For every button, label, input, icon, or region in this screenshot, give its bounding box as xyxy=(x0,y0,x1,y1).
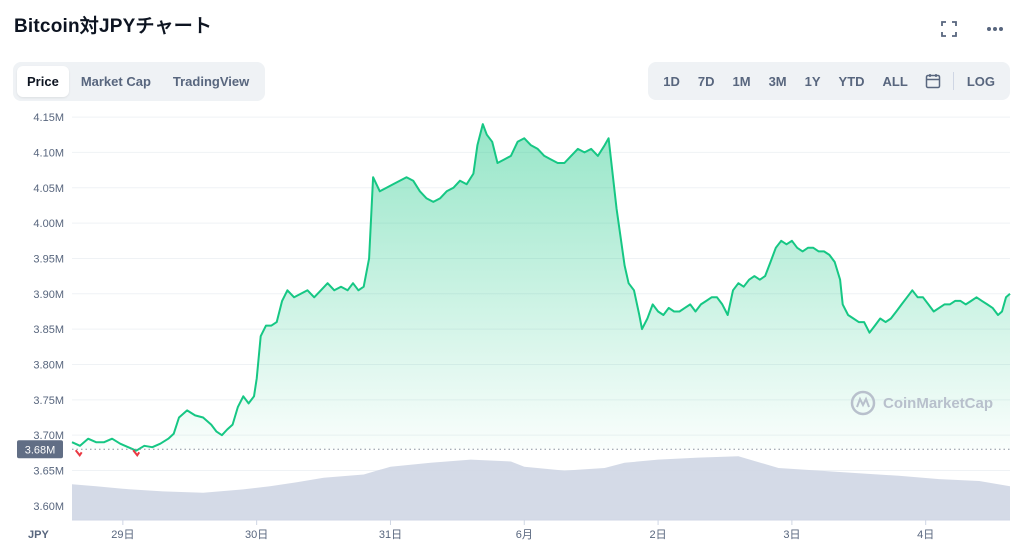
x-tick-label: 31日 xyxy=(379,529,402,541)
y-tick-label: 3.65M xyxy=(33,466,64,478)
tab-market-cap[interactable]: Market Cap xyxy=(80,74,151,89)
range-3m[interactable]: 3M xyxy=(768,73,787,89)
range-1m[interactable]: 1M xyxy=(732,73,751,89)
x-tick-label: 4日 xyxy=(917,529,934,541)
x-axis: 29日 30日 31日 6月 2日 3日 4日 xyxy=(72,519,1010,541)
tab-tradingview[interactable]: TradingView xyxy=(172,74,250,89)
more-icon[interactable] xyxy=(984,18,1006,40)
y-tick-label: 3.70M xyxy=(33,430,64,442)
range-1y[interactable]: 1Y xyxy=(804,73,821,89)
range-1d[interactable]: 1D xyxy=(663,73,680,89)
down-mark xyxy=(132,449,141,458)
chart-type-tabs: Price Market Cap TradingView xyxy=(13,62,266,101)
price-area-layer xyxy=(71,123,1011,452)
page-title: Bitcoin対JPYチャート xyxy=(14,16,213,37)
y-tick-label: 3.85M xyxy=(33,324,64,336)
x-tick-label: 30日 xyxy=(245,529,268,541)
range-selector: 1D 7D 1M 3M 1Y YTD ALL LOG xyxy=(648,62,1010,100)
down-marks xyxy=(74,449,141,458)
y-tick-label: 4.15M xyxy=(33,112,64,124)
volume-area xyxy=(72,456,1010,520)
price-line xyxy=(71,123,1011,452)
y-tick-label: 3.75M xyxy=(33,395,64,407)
y-axis: 4.15M 4.10M 4.05M 4.00M 3.95M 3.90M 3.85M 3.80M… xyxy=(33,112,64,513)
tab-price[interactable]: Price xyxy=(17,66,69,97)
range-all[interactable]: ALL xyxy=(882,73,908,89)
price-area xyxy=(72,124,1010,451)
y-tick-label: 4.00M xyxy=(33,218,64,230)
coinmarketcap-logo-mark xyxy=(856,396,870,408)
range-7d[interactable]: 7D xyxy=(697,73,715,89)
y-tick-label: 4.05M xyxy=(33,183,64,195)
range-divider xyxy=(952,72,954,90)
y-tick-label: 3.60M xyxy=(33,501,64,513)
fullscreen-icon[interactable] xyxy=(938,18,960,40)
y-tick-label: 3.90M xyxy=(33,289,64,301)
x-tick-label: 3日 xyxy=(783,529,800,541)
x-tick-label: 6月 xyxy=(516,529,533,541)
reference-price-badge: 3.68M xyxy=(17,440,63,459)
price-chart[interactable]: 4.15M 4.10M 4.05M 4.00M 3.95M 3.90M 3.85M 3.80M… xyxy=(0,110,1024,543)
coinmarketcap-logo-icon xyxy=(850,390,876,416)
calendar-icon[interactable] xyxy=(917,73,949,89)
watermark: CoinMarketCap xyxy=(850,390,993,416)
range-ytd[interactable]: YTD xyxy=(838,73,865,89)
reference-price-label: 3.68M xyxy=(25,444,56,456)
y-tick-label: 4.10M xyxy=(33,147,64,159)
y-tick-label: 3.95M xyxy=(33,253,64,265)
volume-layer xyxy=(72,456,1010,520)
reference-price-box xyxy=(17,440,63,459)
x-tick-label: 29日 xyxy=(111,529,134,541)
watermark-text: CoinMarketCap xyxy=(883,395,993,412)
x-tick-label: 2日 xyxy=(650,529,667,541)
down-mark xyxy=(74,449,83,458)
y-tick-label: 3.80M xyxy=(33,359,64,371)
currency-label: JPY xyxy=(28,529,49,541)
log-toggle[interactable]: LOG xyxy=(966,73,995,89)
